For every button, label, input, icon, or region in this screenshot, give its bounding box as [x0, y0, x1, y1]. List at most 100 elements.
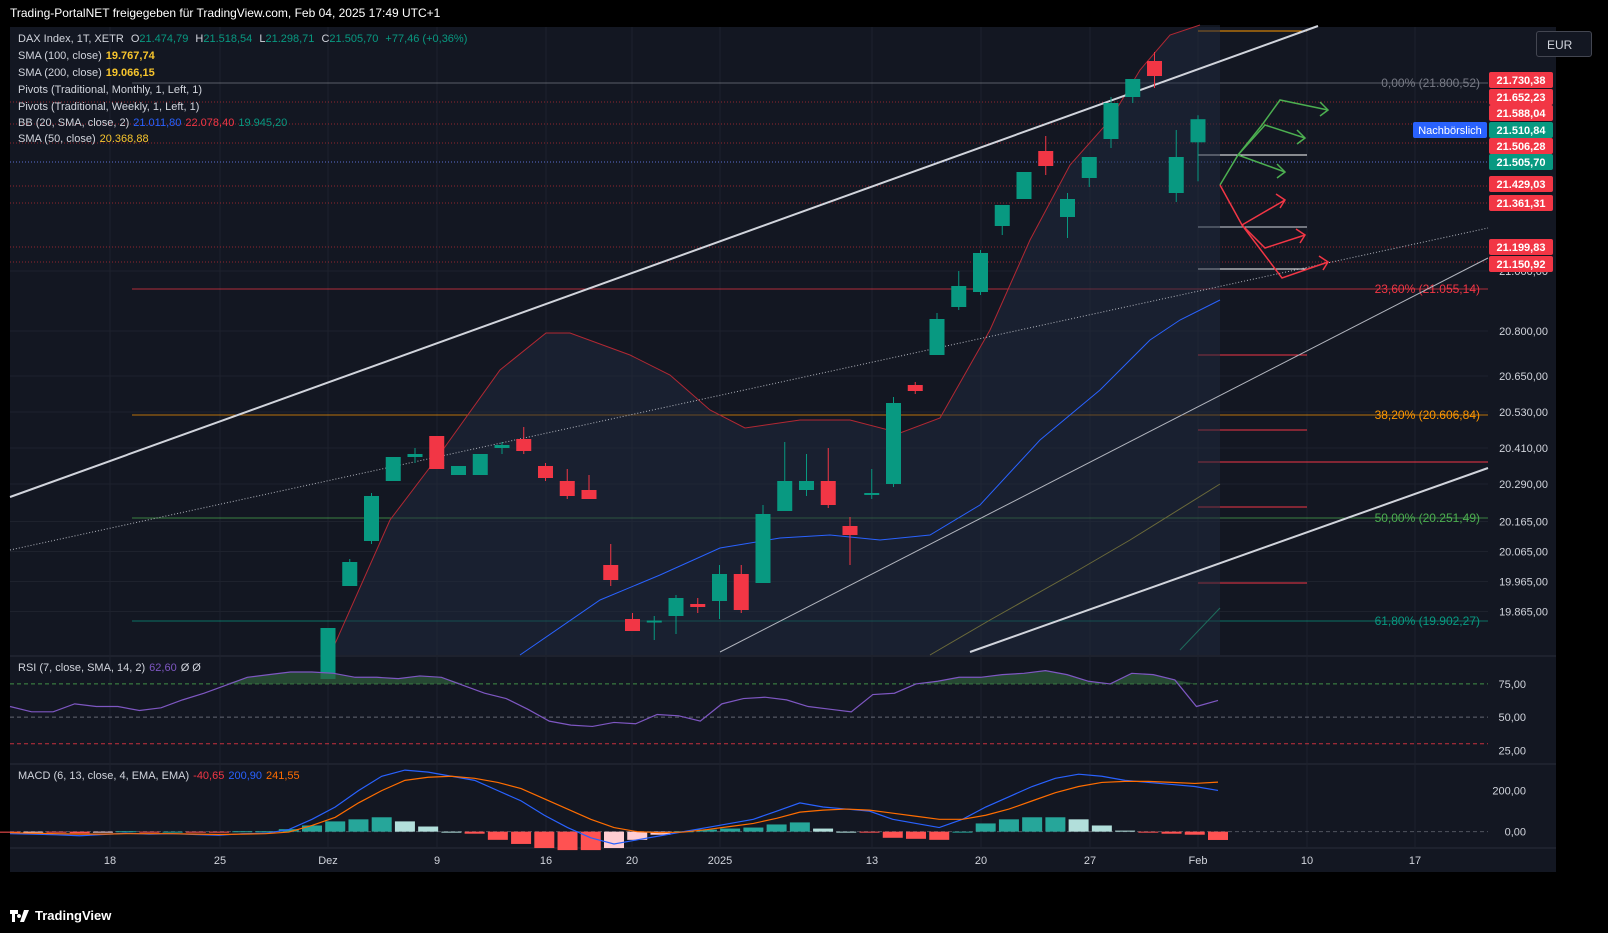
macd-histogram-bar: [162, 831, 183, 833]
macd-histogram-bar: [46, 831, 67, 833]
rsi-axis-label: 75,00: [1498, 679, 1526, 691]
x-axis-label: 25: [214, 855, 226, 867]
rsi-axis-label: 50,00: [1498, 712, 1526, 724]
macd-signal-value: 241,55: [266, 770, 300, 782]
macd-histogram-bar: [394, 821, 415, 832]
candle-body: [1081, 157, 1097, 178]
legend-sma50[interactable]: SMA (50, close) 20.368,88: [18, 133, 153, 145]
legend-high: 21.518,54: [203, 33, 253, 45]
price-tag-label: 21.505,70: [1497, 157, 1546, 169]
legend-o-label: O: [130, 33, 140, 45]
candle-body: [799, 481, 814, 490]
price-tag-label: 21.730,38: [1497, 75, 1546, 87]
price-tag-label: 21.429,03: [1497, 179, 1546, 191]
tradingview-logo-icon: [10, 909, 29, 922]
sma50-line: [929, 483, 1221, 656]
legend-rsi[interactable]: RSI (7, close, SMA, 14, 2) 62,60 Ø Ø: [18, 662, 205, 674]
x-axis-label: 17: [1409, 855, 1421, 867]
candle-body: [712, 574, 727, 601]
macd-histogram-bar: [185, 831, 206, 833]
legend-pivots-weekly[interactable]: Pivots (Traditional, Weekly, 1, Left, 1): [18, 101, 203, 113]
bb-fill: [330, 25, 1220, 655]
macd-hist-value: -40,65: [193, 770, 225, 782]
price-tag: [1489, 176, 1553, 192]
share-header-text: Trading-PortalNET freigegeben für Tradin…: [10, 6, 441, 20]
legend-symbol[interactable]: DAX Index, 1T, XETR: [18, 33, 124, 45]
currency-selector[interactable]: EUR: [1536, 31, 1592, 57]
macd-histogram-bar: [371, 817, 392, 832]
channel-lower-line: [969, 467, 1489, 653]
legend-open: 21.474,79: [139, 33, 189, 45]
x-axis-label: 20: [975, 855, 987, 867]
x-axis-label: Dez: [318, 855, 338, 867]
macd-histogram-bar: [952, 831, 973, 833]
rsi-label: RSI (7, close, SMA, 14, 2): [18, 662, 146, 674]
macd-axis-label: 200,00: [1492, 786, 1526, 798]
sma200-label: SMA (200, close): [18, 67, 102, 79]
macd-histogram-bar: [975, 823, 996, 832]
legend-macd[interactable]: MACD (6, 13, close, 4, EMA, EMA) -40,65 20…: [18, 770, 304, 782]
legend-sma200[interactable]: SMA (200, close) 19.066,15: [18, 67, 159, 79]
candle-body: [777, 481, 793, 511]
legend-pivots-monthly[interactable]: Pivots (Traditional, Monthly, 1, Left, 1…: [18, 84, 206, 96]
pivots-monthly-label: Pivots (Traditional, Monthly, 1, Left, 1…: [18, 84, 203, 96]
rsi-overbought-fill: [10, 670, 1218, 684]
macd-histogram-bar: [1091, 825, 1112, 832]
candle-body: [451, 466, 466, 475]
price-tag: [1489, 138, 1553, 154]
x-axis-label: 2025: [708, 855, 732, 867]
legend-change: +77,46 (+0,36%): [385, 33, 468, 45]
fib-level-label: 50,00% (20.251,49): [1375, 511, 1480, 525]
bb-label: BB (20, SMA, close, 2): [18, 117, 130, 129]
bb-upper-line: [329, 24, 1201, 656]
candle-body: [973, 253, 988, 292]
macd-histogram-bar: [720, 828, 741, 832]
legend-bb[interactable]: BB (20, SMA, close, 2) 21.011,80 22.078,40…: [18, 117, 291, 129]
macd-histogram-bar: [557, 831, 578, 851]
x-axis-label: 13: [866, 855, 878, 867]
fib-level-label: 38,20% (20.606,84): [1375, 408, 1480, 422]
legend-h-label: H: [195, 33, 204, 45]
macd-histogram-bar: [92, 831, 113, 833]
after-hours-badge: [1413, 122, 1487, 138]
macd-histogram-bar: [627, 831, 648, 840]
price-tag-label: 21.199,83: [1497, 242, 1546, 254]
macd-histogram-bar: [929, 831, 950, 840]
macd-histogram-bar: [604, 831, 624, 849]
price-tag-label: 21.361,31: [1497, 198, 1546, 210]
macd-histogram-bar: [1208, 831, 1228, 840]
candle-body: [668, 598, 684, 616]
arrowhead-icon: [1276, 163, 1287, 179]
macd-line: [9, 769, 1219, 845]
price-tag-label: 21.150,92: [1497, 259, 1546, 271]
price-tag: [1489, 256, 1553, 272]
legend-close: 21.505,70: [329, 33, 379, 45]
macd-histogram-bar: [325, 821, 346, 832]
candle-body: [603, 565, 619, 580]
price-axis-label: 20.165,00: [1499, 517, 1548, 529]
arrowhead-icon: [1275, 193, 1287, 209]
price-axis-label: 20.290,00: [1499, 479, 1548, 491]
price-tag: [1489, 239, 1553, 255]
bb-basis-value: 21.011,80: [133, 117, 182, 129]
candle-body: [733, 574, 749, 610]
price-axis-label: 19.965,00: [1499, 577, 1548, 589]
arrowhead-icon: [1319, 101, 1330, 117]
price-tag-label: 21.588,04: [1497, 108, 1547, 120]
tradingview-logo[interactable]: TradingView: [0, 900, 111, 931]
candle-body: [690, 604, 706, 607]
x-axis-label: Feb: [1189, 855, 1208, 867]
candle-body: [625, 619, 640, 631]
candle-body: [907, 385, 923, 391]
macd-histogram-bar: [255, 831, 276, 833]
macd-histogram-bar: [1138, 831, 1159, 833]
macd-histogram-bar: [696, 829, 717, 832]
candle-body: [364, 496, 379, 541]
projection-arrow-down: [1241, 224, 1306, 249]
candle-body: [1168, 157, 1184, 193]
macd-histogram-bar: [348, 819, 369, 832]
candle-body: [1147, 61, 1162, 76]
price-axis-label: 20.800,00: [1499, 326, 1548, 338]
legend-sma100[interactable]: SMA (100, close) 19.767,74: [18, 50, 159, 62]
